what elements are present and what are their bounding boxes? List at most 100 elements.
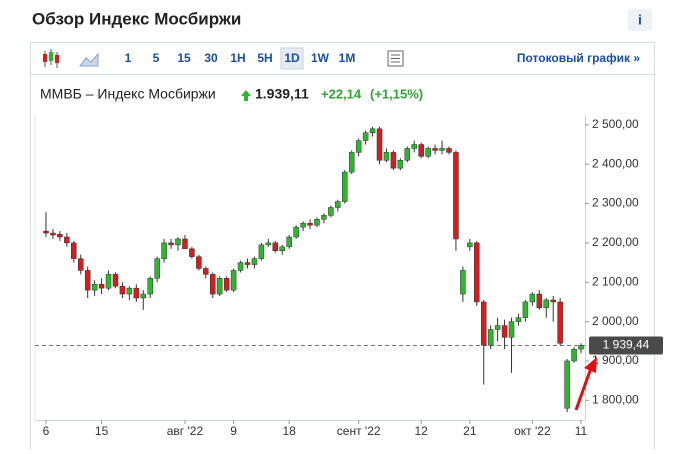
x-tick-label: 18 bbox=[283, 424, 297, 438]
candle-body bbox=[328, 207, 334, 216]
x-tick-label: авг '22 bbox=[167, 424, 204, 438]
y-tick-label: 2 500,00 bbox=[592, 117, 639, 131]
interval-button[interactable]: 5H bbox=[257, 51, 272, 65]
candle-body bbox=[84, 270, 91, 291]
candle-body bbox=[223, 278, 230, 291]
candle-body bbox=[522, 301, 529, 318]
candle-body bbox=[286, 236, 292, 248]
candle-body bbox=[376, 128, 383, 161]
candle-body bbox=[355, 140, 362, 153]
candle-body bbox=[161, 242, 167, 259]
candle-body bbox=[105, 274, 112, 289]
candle-body bbox=[494, 325, 501, 330]
info-button[interactable] bbox=[628, 9, 652, 31]
interval-button[interactable]: 1M bbox=[339, 51, 356, 65]
candle-body bbox=[203, 268, 209, 275]
candle-body bbox=[335, 201, 341, 208]
candle-body bbox=[189, 248, 195, 257]
x-tick-label: 9 bbox=[230, 424, 237, 438]
candle-body bbox=[237, 262, 244, 271]
candle-body bbox=[446, 148, 452, 153]
y-tick-label: 2 400,00 bbox=[592, 156, 639, 170]
candle-body bbox=[230, 270, 237, 291]
candle-body bbox=[571, 348, 577, 362]
x-tick-label: окт '22 bbox=[514, 424, 551, 438]
candle-body bbox=[362, 132, 369, 141]
candle-body bbox=[425, 148, 431, 157]
interval-button[interactable]: 1D bbox=[284, 51, 300, 65]
candle-body bbox=[508, 321, 515, 338]
candle-body bbox=[411, 144, 417, 149]
candles-icon[interactable] bbox=[43, 49, 59, 68]
info-icon[interactable]: i bbox=[638, 12, 642, 28]
candle-body bbox=[348, 152, 355, 173]
interval-button[interactable]: 1H bbox=[230, 51, 245, 65]
candle-body bbox=[210, 274, 216, 295]
candle-body bbox=[314, 219, 320, 226]
candle-body bbox=[432, 148, 438, 151]
candle-body bbox=[300, 222, 306, 228]
candle-body bbox=[98, 283, 105, 289]
y-tick-label: 2 200,00 bbox=[592, 235, 639, 249]
x-tick-label: 12 bbox=[415, 424, 429, 438]
candle-body bbox=[71, 242, 77, 259]
candle-body bbox=[57, 233, 63, 238]
candle-body bbox=[487, 329, 494, 346]
candle-body bbox=[390, 152, 397, 169]
y-tick-label: 1 800,00 bbox=[592, 392, 639, 406]
interval-button[interactable]: 5 bbox=[153, 51, 160, 65]
table-icon[interactable] bbox=[387, 50, 404, 67]
candle-body bbox=[147, 278, 153, 295]
candle-body bbox=[543, 299, 550, 309]
candle-body bbox=[501, 325, 508, 338]
pointer-arrow bbox=[574, 367, 593, 411]
candle-body bbox=[342, 171, 348, 202]
candle-body bbox=[397, 160, 404, 169]
candle-body bbox=[564, 360, 570, 409]
up-arrow bbox=[241, 90, 251, 101]
x-tick-label: 21 bbox=[463, 424, 477, 438]
stream-link[interactable]: Потоковый график » bbox=[517, 51, 640, 65]
candle-body bbox=[216, 278, 223, 295]
candle-body bbox=[182, 238, 188, 250]
widget-frame bbox=[30, 42, 655, 454]
candle-body bbox=[258, 244, 265, 259]
interval-button[interactable]: 15 bbox=[177, 51, 191, 65]
x-tick-label: сент '22 bbox=[337, 424, 381, 438]
y-tick-label: 2 300,00 bbox=[592, 196, 639, 210]
candle-body bbox=[154, 258, 160, 279]
pointer-arrow-head bbox=[584, 357, 597, 373]
change-percent: (+1,15%) bbox=[370, 86, 423, 101]
candle-body bbox=[126, 287, 133, 295]
candle-body bbox=[244, 262, 251, 265]
candle-body bbox=[460, 270, 466, 295]
interval-selected bbox=[280, 47, 304, 70]
interval-button[interactable]: 1 bbox=[125, 51, 132, 65]
candle-body bbox=[272, 242, 279, 252]
candle-body bbox=[196, 256, 202, 269]
candle-body bbox=[64, 236, 70, 244]
interval-button[interactable]: 30 bbox=[204, 51, 218, 65]
area-icon[interactable] bbox=[79, 52, 99, 67]
candle-body bbox=[369, 128, 376, 133]
candle-body bbox=[467, 242, 473, 248]
candle-body bbox=[133, 287, 140, 299]
last-price-label: 1 939,44 bbox=[603, 338, 650, 352]
interval-button[interactable]: 1W bbox=[311, 51, 330, 65]
candle-body bbox=[112, 274, 119, 287]
candle-body bbox=[550, 299, 556, 303]
candle-body bbox=[404, 148, 411, 161]
candle-body bbox=[91, 283, 98, 291]
candle-body bbox=[529, 293, 536, 303]
candle-body bbox=[279, 246, 285, 252]
widget-title: Обзор Индекс Мосбиржи bbox=[32, 9, 241, 28]
candle-body bbox=[439, 148, 445, 151]
change: +22,14 bbox=[321, 86, 362, 101]
candle-body bbox=[418, 144, 424, 157]
candle-body bbox=[43, 230, 49, 234]
last-price-tag bbox=[589, 336, 663, 355]
candle-body bbox=[265, 242, 272, 246]
candle-body bbox=[480, 301, 487, 346]
x-tick-label: 15 bbox=[95, 424, 109, 438]
